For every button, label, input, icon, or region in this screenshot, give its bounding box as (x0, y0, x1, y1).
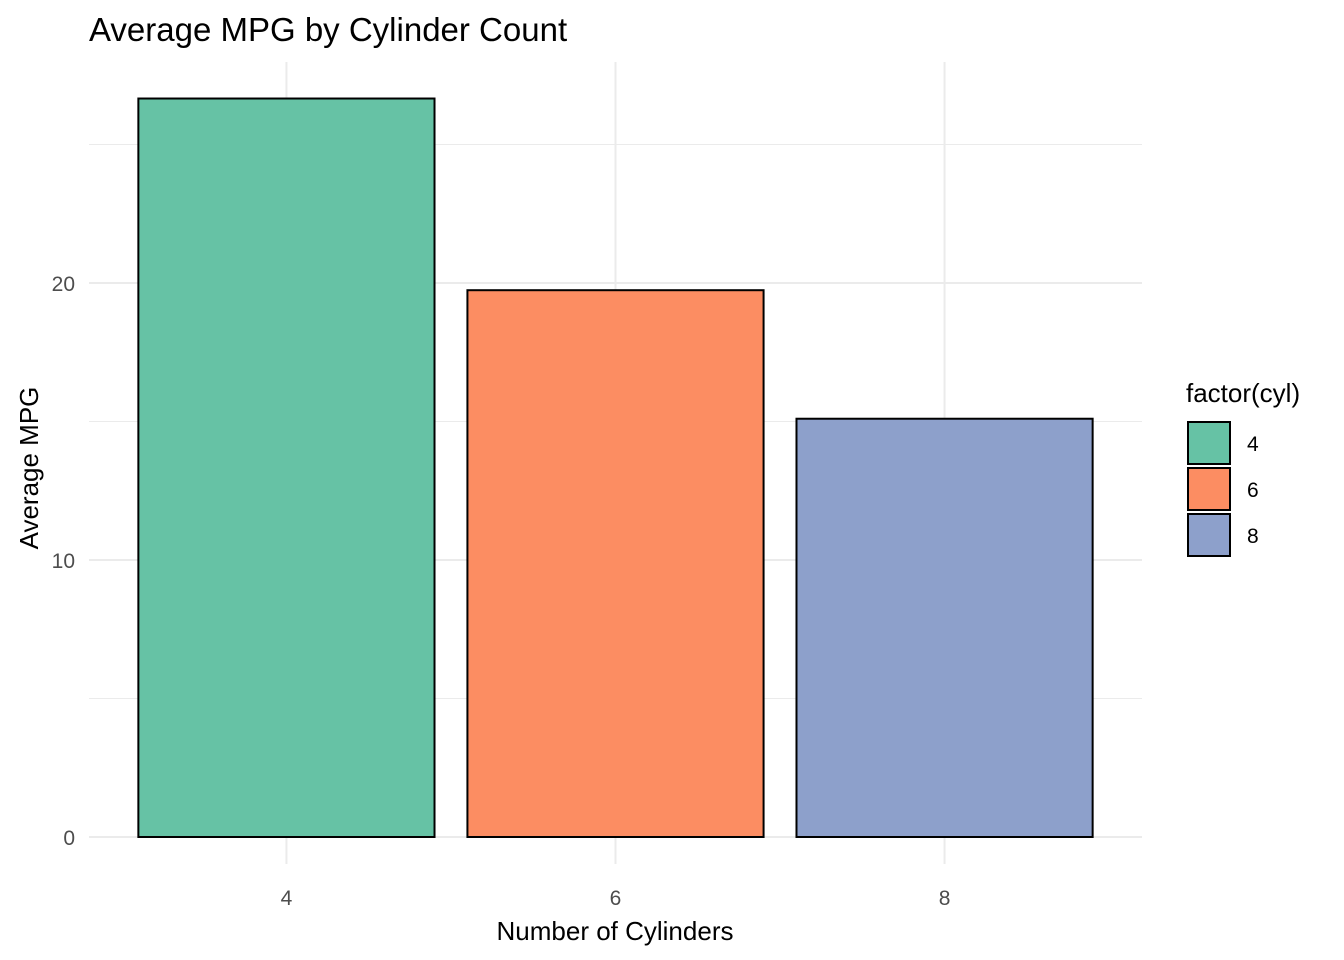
bar-6 (466, 289, 765, 838)
legend-items: 4 6 8 (1187, 421, 1259, 557)
bar-4 (137, 97, 436, 838)
x-tick-label: 8 (939, 887, 951, 910)
legend-key-8 (1187, 513, 1231, 557)
y-axis-title: Average MPG (14, 387, 44, 550)
legend-label-4: 4 (1247, 433, 1259, 456)
legend-label-6: 6 (1247, 479, 1259, 502)
x-tick-label: 4 (281, 887, 293, 910)
chart-title: Average MPG by Cylinder Count (89, 11, 567, 48)
x-axis-title: Number of Cylinders (497, 916, 734, 946)
legend-title: factor(cyl) (1186, 378, 1300, 408)
x-tick-label: 6 (610, 887, 622, 910)
ticks-layer: 0 10 20 4 6 8 (52, 273, 951, 910)
bar-8 (795, 417, 1094, 838)
y-tick-label: 10 (52, 550, 75, 573)
y-tick-label: 20 (52, 273, 75, 296)
legend: factor(cyl) 4 6 8 (1186, 378, 1300, 557)
y-tick-label: 0 (63, 827, 75, 850)
legend-key-4 (1187, 421, 1231, 465)
legend-key-6 (1187, 467, 1231, 511)
bars-layer (137, 97, 1094, 838)
legend-label-8: 8 (1247, 525, 1259, 548)
